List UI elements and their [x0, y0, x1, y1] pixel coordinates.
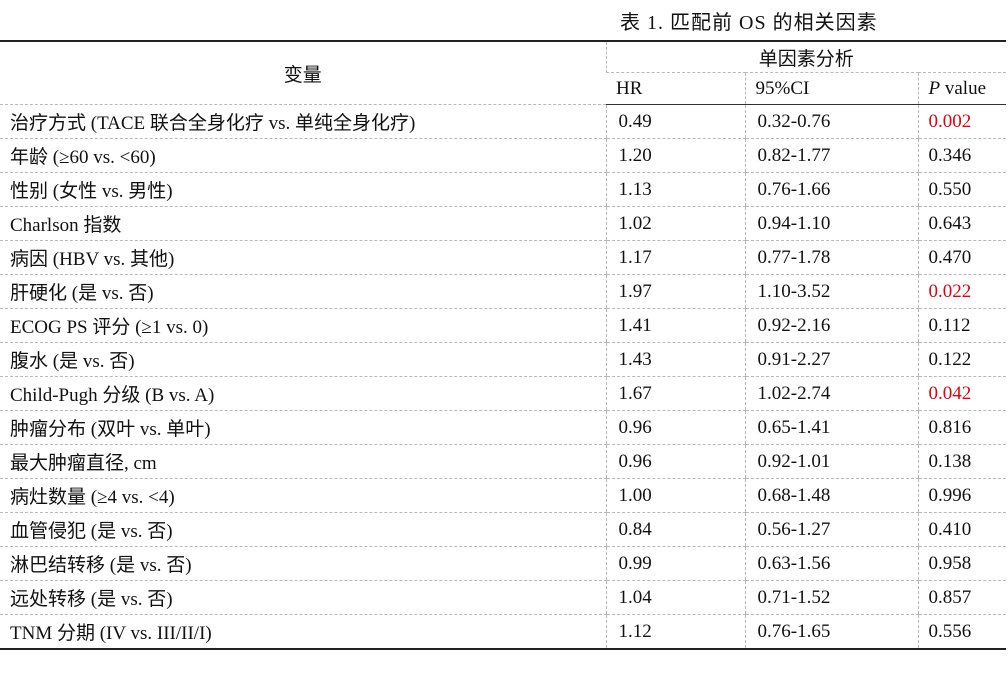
table-caption: 表 1. 匹配前 OS 的相关因素: [620, 12, 878, 34]
header-p-italic: P: [928, 77, 941, 99]
header-p-rest: value: [940, 77, 987, 99]
header-hr: HR: [606, 72, 745, 105]
table-row: 腹水 (是 vs. 否) 1.43 0.91-2.27 0.122: [0, 342, 1007, 377]
cell-hr: 1.17: [605, 240, 745, 275]
cell-hr: 1.13: [605, 172, 745, 207]
cell-hr: 0.96: [605, 444, 745, 479]
cell-ci: 0.76-1.66: [744, 172, 918, 207]
table-row: 年龄 (≥60 vs. <60) 1.20 0.82-1.77 0.346: [0, 138, 1007, 173]
cell-variable: 淋巴结转移 (是 vs. 否): [0, 546, 606, 581]
cell-p-value: 0.857: [917, 580, 1007, 615]
table-row: ECOG PS 评分 (≥1 vs. 0) 1.41 0.92-2.16 0.112: [0, 308, 1007, 343]
cell-p-value: 0.112: [917, 308, 1007, 343]
cell-hr: 0.49: [605, 104, 745, 139]
cell-p-value: 0.122: [917, 342, 1007, 377]
cell-ci: 0.56-1.27: [744, 512, 918, 547]
cell-hr: 1.00: [605, 478, 745, 513]
cell-variable: Child-Pugh 分级 (B vs. A): [0, 376, 606, 411]
cell-variable: 治疗方式 (TACE 联合全身化疗 vs. 单纯全身化疗): [0, 104, 606, 139]
cell-p-value: 0.410: [917, 512, 1007, 547]
cell-p-value: 0.346: [917, 138, 1007, 173]
cell-ci: 0.92-1.01: [744, 444, 918, 479]
table-row: 肿瘤分布 (双叶 vs. 单叶) 0.96 0.65-1.41 0.816: [0, 410, 1007, 445]
cell-hr: 0.99: [605, 546, 745, 581]
header-variable: 变量: [0, 40, 606, 105]
cell-hr: 1.20: [605, 138, 745, 173]
cell-p-value: 0.556: [917, 614, 1007, 650]
cell-ci: 1.02-2.74: [744, 376, 918, 411]
cell-p-value: 0.958: [917, 546, 1007, 581]
cell-hr: 1.43: [605, 342, 745, 377]
cell-p-value: 0.996: [917, 478, 1007, 513]
table-row: 性别 (女性 vs. 男性) 1.13 0.76-1.66 0.550: [0, 172, 1007, 207]
cell-p-value: 0.643: [917, 206, 1007, 241]
header-row-group: 变量 单因素分析: [0, 40, 1007, 105]
cell-variable: 病灶数量 (≥4 vs. <4): [0, 478, 606, 513]
cell-ci: 0.77-1.78: [744, 240, 918, 275]
cell-p-value: 0.022: [917, 274, 1007, 309]
os-factors-table: 变量 单因素分析 HR 95%CI P value 治疗方式 (TACE 联合全…: [0, 40, 1007, 650]
cell-ci: 0.71-1.52: [744, 580, 918, 615]
cell-hr: 1.41: [605, 308, 745, 343]
cell-p-value: 0.816: [917, 410, 1007, 445]
table-row: 病灶数量 (≥4 vs. <4) 1.00 0.68-1.48 0.996: [0, 478, 1007, 513]
cell-hr: 1.67: [605, 376, 745, 411]
cell-ci: 0.65-1.41: [744, 410, 918, 445]
header-row-columns: HR 95%CI P value: [0, 72, 1007, 105]
cell-variable: 肿瘤分布 (双叶 vs. 单叶): [0, 410, 606, 445]
cell-variable: 年龄 (≥60 vs. <60): [0, 138, 606, 173]
cell-variable: 血管侵犯 (是 vs. 否): [0, 512, 606, 547]
cell-variable: ECOG PS 评分 (≥1 vs. 0): [0, 308, 606, 343]
cell-hr: 0.84: [605, 512, 745, 547]
cell-ci: 0.76-1.65: [744, 614, 918, 650]
table-row: Child-Pugh 分级 (B vs. A) 1.67 1.02-2.74 0.04…: [0, 376, 1007, 411]
cell-ci: 0.63-1.56: [744, 546, 918, 581]
cell-p-value: 0.470: [917, 240, 1007, 275]
header-p-value: P value: [917, 72, 1007, 105]
cell-ci: 0.94-1.10: [744, 206, 918, 241]
table-row: 淋巴结转移 (是 vs. 否) 0.99 0.63-1.56 0.958: [0, 546, 1007, 581]
cell-variable: 远处转移 (是 vs. 否): [0, 580, 606, 615]
cell-variable: 肝硬化 (是 vs. 否): [0, 274, 606, 309]
cell-p-value: 0.042: [917, 376, 1007, 411]
cell-hr: 1.02: [605, 206, 745, 241]
table-row: 治疗方式 (TACE 联合全身化疗 vs. 单纯全身化疗) 0.49 0.32-0.…: [0, 104, 1007, 139]
cell-hr: 1.04: [605, 580, 745, 615]
table-row: Charlson 指数 1.02 0.94-1.10 0.643: [0, 206, 1007, 241]
cell-ci: 0.92-2.16: [744, 308, 918, 343]
header-univariate-analysis: 单因素分析: [605, 40, 1007, 73]
cell-p-value: 0.550: [917, 172, 1007, 207]
cell-ci: 0.82-1.77: [744, 138, 918, 173]
cell-variable: Charlson 指数: [0, 206, 606, 241]
table-row: 血管侵犯 (是 vs. 否) 0.84 0.56-1.27 0.410: [0, 512, 1007, 547]
cell-p-value: 0.002: [917, 104, 1007, 139]
cell-ci: 0.91-2.27: [744, 342, 918, 377]
table-row: 最大肿瘤直径, cm 0.96 0.92-1.01 0.138: [0, 444, 1007, 479]
cell-variable: TNM 分期 (IV vs. III/II/I): [0, 614, 606, 650]
cell-variable: 腹水 (是 vs. 否): [0, 342, 606, 377]
cell-ci: 0.32-0.76: [744, 104, 918, 139]
cell-variable: 病因 (HBV vs. 其他): [0, 240, 606, 275]
header-ci: 95%CI: [744, 72, 918, 105]
cell-hr: 1.12: [605, 614, 745, 650]
cell-hr: 0.96: [605, 410, 745, 445]
cell-ci: 0.68-1.48: [744, 478, 918, 513]
cell-variable: 最大肿瘤直径, cm: [0, 444, 606, 479]
cell-p-value: 0.138: [917, 444, 1007, 479]
table-row: 肝硬化 (是 vs. 否) 1.97 1.10-3.52 0.022: [0, 274, 1007, 309]
table-row: 远处转移 (是 vs. 否) 1.04 0.71-1.52 0.857: [0, 580, 1007, 615]
table-row: 病因 (HBV vs. 其他) 1.17 0.77-1.78 0.470: [0, 240, 1007, 275]
cell-ci: 1.10-3.52: [744, 274, 918, 309]
table-body: 治疗方式 (TACE 联合全身化疗 vs. 单纯全身化疗) 0.49 0.32-0.…: [0, 104, 1007, 650]
cell-hr: 1.97: [605, 274, 745, 309]
cell-variable: 性别 (女性 vs. 男性): [0, 172, 606, 207]
table-row: TNM 分期 (IV vs. III/II/I) 1.12 0.76-1.65 0.5…: [0, 614, 1007, 650]
